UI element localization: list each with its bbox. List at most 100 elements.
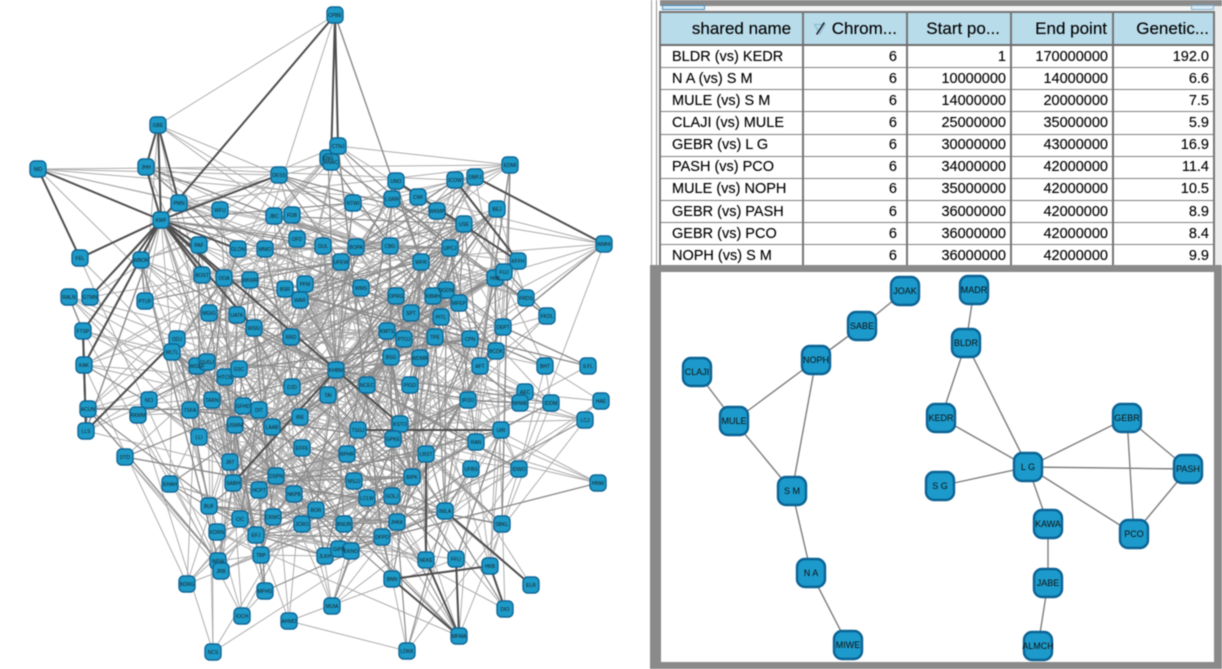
svg-text:IWLA: IWLA: [439, 509, 452, 515]
svg-text:JOAK: JOAK: [893, 286, 917, 296]
svg-text:GFHD: GFHD: [236, 404, 251, 410]
svg-text:UFEW: UFEW: [334, 260, 349, 266]
svg-text:FEL: FEL: [75, 256, 84, 262]
svg-text:NEKE: NEKE: [419, 558, 433, 564]
svg-text:KFFH: KFFH: [511, 259, 524, 265]
svg-text:HCPT: HCPT: [252, 488, 266, 494]
svg-text:RAN: RAN: [471, 440, 482, 446]
svg-text:EDMI: EDMI: [504, 163, 517, 169]
svg-text:WFR: WFR: [415, 260, 427, 266]
svg-text:FDB: FDB: [287, 213, 298, 219]
svg-text:KDRN: KDRN: [210, 530, 225, 536]
svg-text:SPT: SPT: [406, 311, 416, 317]
svg-text:PITL: PITL: [436, 315, 447, 321]
svg-text:KBMH: KBMH: [426, 294, 441, 300]
svg-text:GOLJ: GOLJ: [385, 494, 399, 500]
svg-text:OOA: OOA: [218, 276, 230, 282]
svg-text:NID: NID: [34, 167, 43, 173]
svg-text:GSC: GSC: [234, 367, 245, 373]
svg-text:BNUR: BNUR: [337, 522, 352, 528]
svg-text:JABE: JABE: [1037, 578, 1060, 588]
svg-text:MFEP: MFEP: [452, 301, 467, 307]
svg-text:JLKH: JLKH: [319, 554, 332, 560]
svg-text:KWF: KWF: [155, 218, 166, 224]
svg-text:OGDN: OGDN: [439, 288, 454, 294]
svg-text:WGSF: WGSF: [190, 364, 205, 370]
svg-text:LLS: LLS: [82, 429, 92, 435]
svg-text:TSGJ: TSGJ: [352, 428, 365, 434]
svg-text:S G: S G: [932, 481, 948, 491]
svg-text:EKNO: EKNO: [344, 549, 358, 555]
svg-text:WFU: WFU: [214, 208, 226, 214]
svg-text:IDDM: IDDM: [545, 401, 558, 407]
svg-text:AEC: AEC: [520, 390, 531, 396]
svg-text:JRB: JRB: [216, 569, 226, 575]
svg-text:BSG: BSG: [386, 355, 397, 361]
svg-text:WLTL: WLTL: [166, 350, 179, 356]
svg-text:FTSP: FTSP: [77, 329, 90, 335]
svg-text:MFHG: MFHG: [258, 589, 273, 595]
svg-text:FFLI: FFLI: [451, 557, 461, 563]
svg-text:DESS: DESS: [272, 173, 286, 179]
svg-text:MIWE: MIWE: [836, 640, 861, 650]
svg-text:ALMCH: ALMCH: [1022, 641, 1054, 651]
svg-text:JHH: JHH: [141, 165, 151, 171]
svg-text:JHKK: JHKK: [391, 520, 404, 526]
svg-text:WDMR: WDMR: [412, 356, 428, 362]
svg-text:CPN: CPN: [465, 337, 476, 343]
svg-text:L G: L G: [1021, 462, 1035, 472]
svg-text:DJD: DJD: [287, 385, 297, 391]
svg-text:SABH: SABH: [226, 481, 240, 487]
svg-text:S M: S M: [784, 486, 800, 496]
svg-text:LAAB: LAAB: [266, 425, 279, 431]
svg-text:GUL: GUL: [318, 244, 329, 250]
svg-text:HKB: HKB: [485, 564, 496, 570]
svg-text:PMN: PMN: [173, 201, 185, 207]
svg-text:JBC: JBC: [269, 214, 279, 220]
svg-text:MNIO: MNIO: [258, 247, 271, 253]
svg-text:NKPB: NKPB: [287, 492, 301, 498]
svg-text:PAF: PAF: [194, 243, 203, 249]
svg-text:RNAC: RNAC: [324, 160, 339, 166]
svg-text:NOPH: NOPH: [803, 355, 829, 365]
svg-text:TBP: TBP: [256, 553, 266, 559]
svg-text:USE: USE: [459, 222, 470, 228]
svg-text:UPCJ: UPCJ: [443, 246, 457, 252]
svg-text:N A: N A: [804, 568, 819, 578]
svg-text:MADR: MADR: [961, 285, 988, 295]
svg-text:LDKK: LDKK: [400, 649, 414, 655]
svg-text:KHBM: KHBM: [329, 368, 343, 374]
svg-text:PTOJ: PTOJ: [398, 337, 411, 343]
svg-text:NTWI: NTWI: [347, 201, 360, 207]
svg-text:DIT: DIT: [255, 408, 263, 414]
svg-text:GBE: GBE: [153, 123, 164, 129]
svg-text:HNW: HNW: [592, 481, 604, 487]
svg-text:MSJJ: MSJJ: [348, 479, 361, 485]
svg-text:USWM: USWM: [227, 423, 243, 429]
svg-text:EFJ: EFJ: [252, 533, 261, 539]
svg-text:TSFA: TSFA: [184, 408, 197, 414]
svg-text:WAR: WAR: [294, 298, 306, 304]
svg-text:GPKE: GPKE: [386, 437, 401, 443]
svg-text:PFM: PFM: [300, 282, 311, 288]
svg-text:MGIG: MGIG: [202, 311, 215, 317]
svg-text:BOPA: BOPA: [349, 245, 363, 251]
svg-text:TAI: TAI: [324, 393, 331, 399]
svg-text:PASH: PASH: [1176, 464, 1200, 474]
svg-text:HAE: HAE: [596, 399, 607, 405]
svg-text:MULE: MULE: [721, 416, 746, 426]
svg-text:BUF: BUF: [204, 504, 214, 510]
svg-text:BOST: BOST: [195, 273, 209, 279]
svg-text:LCJ: LCJ: [581, 418, 590, 424]
svg-text:UATK: UATK: [231, 313, 245, 319]
svg-text:GIPB: GIPB: [333, 547, 346, 553]
svg-text:AHMD: AHMD: [282, 619, 297, 625]
svg-text:LRST: LRST: [420, 452, 433, 458]
svg-text:LLI: LLI: [196, 435, 203, 441]
svg-text:IDWO: IDWO: [512, 467, 526, 473]
svg-text:KAWA: KAWA: [1035, 519, 1061, 529]
svg-text:RKMM: RKMM: [130, 413, 145, 419]
svg-text:PTUF: PTUF: [138, 299, 151, 305]
svg-text:KSTO: KSTO: [393, 422, 407, 428]
svg-text:JCRO: JCRO: [295, 522, 309, 528]
